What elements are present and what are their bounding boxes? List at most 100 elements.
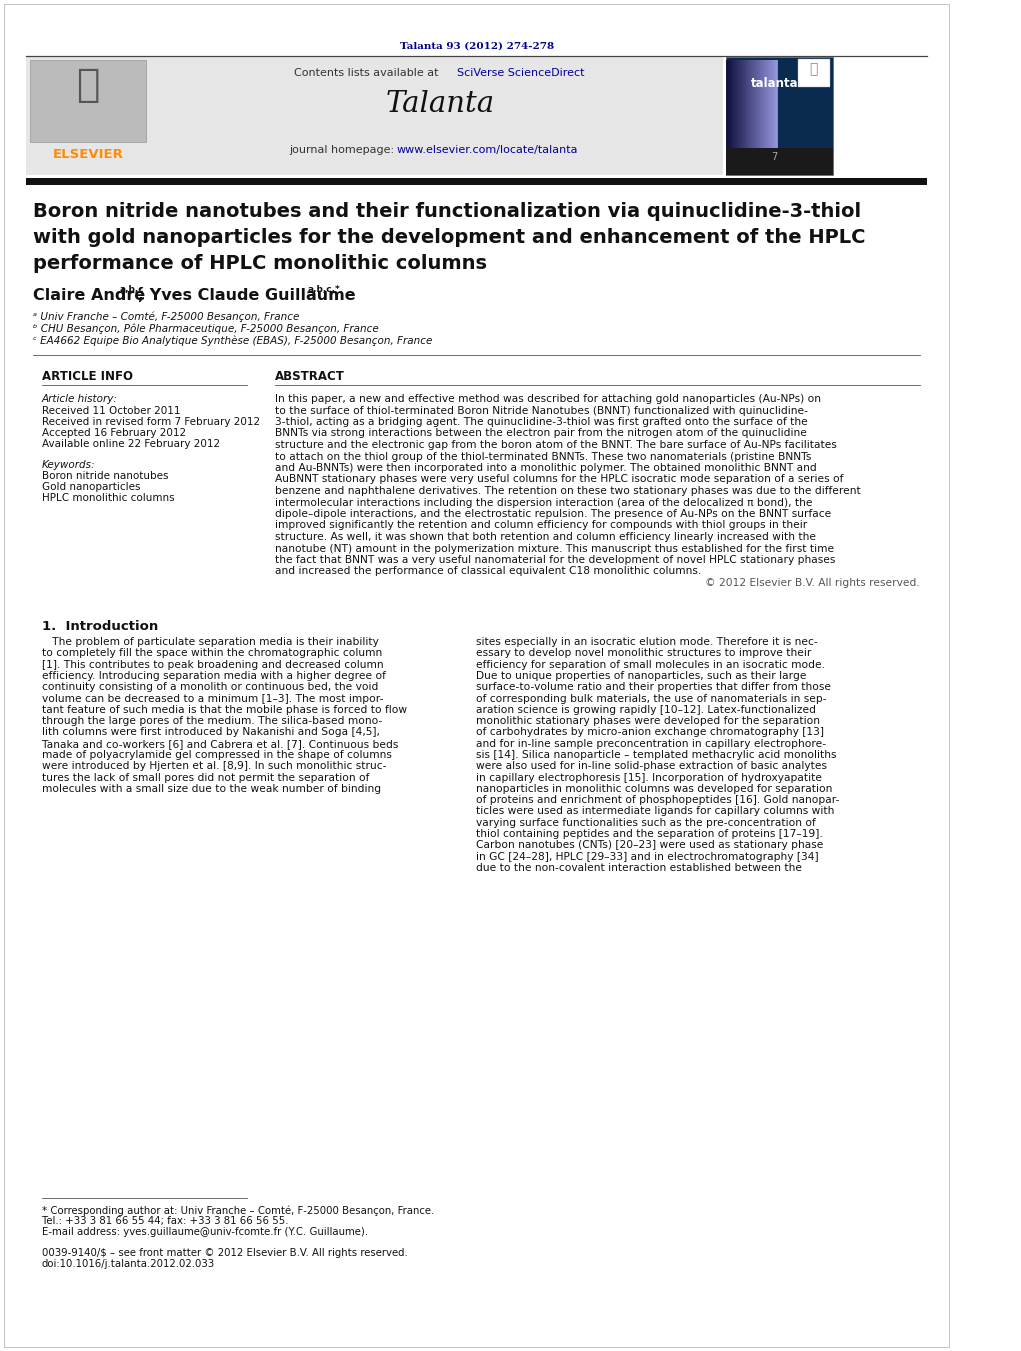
Text: SciVerse ScienceDirect: SciVerse ScienceDirect — [457, 68, 585, 78]
Text: Gold nanoparticles: Gold nanoparticles — [42, 482, 141, 492]
Bar — [27, 57, 149, 176]
Bar — [773, 59, 775, 149]
Bar — [764, 59, 765, 149]
Text: intermolecular interactions including the dispersion interaction (area of the de: intermolecular interactions including th… — [276, 497, 813, 508]
Bar — [729, 59, 731, 149]
Text: Due to unique properties of nanoparticles, such as their large: Due to unique properties of nanoparticle… — [476, 671, 807, 681]
Bar — [756, 59, 758, 149]
Text: were introduced by Hjerten et al. [8,9]. In such monolithic struc-: were introduced by Hjerten et al. [8,9].… — [42, 762, 387, 771]
Bar — [731, 59, 732, 149]
Text: www.elsevier.com/locate/talanta: www.elsevier.com/locate/talanta — [396, 145, 578, 155]
Bar — [766, 59, 768, 149]
Bar — [775, 59, 777, 149]
Bar — [742, 59, 743, 149]
Text: Accepted 16 February 2012: Accepted 16 February 2012 — [42, 428, 186, 438]
Text: Available online 22 February 2012: Available online 22 February 2012 — [42, 439, 221, 449]
Text: monolithic stationary phases were developed for the separation: monolithic stationary phases were develo… — [476, 716, 820, 725]
Bar — [750, 59, 752, 149]
Bar — [761, 59, 763, 149]
Bar — [738, 59, 740, 149]
Bar — [775, 59, 776, 149]
Bar — [760, 59, 762, 149]
Text: 📄: 📄 — [810, 62, 818, 76]
Text: Contents lists available at: Contents lists available at — [294, 68, 442, 78]
Text: journal homepage:: journal homepage: — [289, 145, 398, 155]
Text: aration science is growing rapidly [10–12]. Latex-functionalized: aration science is growing rapidly [10–1… — [476, 705, 816, 715]
Bar — [30, 59, 146, 142]
Text: of proteins and enrichment of phosphopeptides [16]. Gold nanopar-: of proteins and enrichment of phosphopep… — [476, 796, 839, 805]
Text: thiol containing peptides and the separation of proteins [17–19].: thiol containing peptides and the separa… — [476, 830, 823, 839]
Bar — [752, 59, 755, 149]
Text: structure. As well, it was shown that both retention and column efficiency linea: structure. As well, it was shown that bo… — [276, 532, 816, 542]
Text: with gold nanoparticles for the development and enhancement of the HPLC: with gold nanoparticles for the developm… — [33, 228, 865, 247]
Text: of corresponding bulk materials, the use of nanomaterials in sep-: of corresponding bulk materials, the use… — [476, 693, 826, 704]
Text: made of polyacrylamide gel compressed in the shape of columns: made of polyacrylamide gel compressed in… — [42, 750, 392, 761]
Bar — [27, 178, 926, 185]
Text: 7: 7 — [771, 153, 778, 162]
Text: molecules with a small size due to the weak number of binding: molecules with a small size due to the w… — [42, 784, 381, 794]
Text: and increased the performance of classical equivalent C18 monolithic columns.: and increased the performance of classic… — [276, 566, 701, 577]
Text: ᵃ Univ Franche – Comté, F-25000 Besançon, France: ᵃ Univ Franche – Comté, F-25000 Besançon… — [33, 312, 299, 323]
Text: doi:10.1016/j.talanta.2012.02.033: doi:10.1016/j.talanta.2012.02.033 — [42, 1259, 215, 1269]
Bar — [728, 59, 730, 149]
Text: 1.  Introduction: 1. Introduction — [42, 620, 158, 634]
Text: ELSEVIER: ELSEVIER — [52, 149, 124, 161]
Text: Tanaka and co-workers [6] and Cabrera et al. [7]. Continuous beds: Tanaka and co-workers [6] and Cabrera et… — [42, 739, 398, 748]
Text: ARTICLE INFO: ARTICLE INFO — [42, 370, 133, 382]
Bar — [771, 59, 773, 149]
Text: a,b,c,*: a,b,c,* — [308, 285, 341, 295]
Text: Keywords:: Keywords: — [42, 459, 96, 470]
Text: to completely fill the space within the chromatographic column: to completely fill the space within the … — [42, 648, 382, 658]
Text: * Corresponding author at: Univ Franche – Comté, F-25000 Besançon, France.: * Corresponding author at: Univ Franche … — [42, 1205, 434, 1216]
Text: due to the non-covalent interaction established between the: due to the non-covalent interaction esta… — [476, 863, 801, 873]
Bar — [776, 59, 778, 149]
Text: AuBNNT stationary phases were very useful columns for the HPLC isocratic mode se: AuBNNT stationary phases were very usefu… — [276, 474, 843, 485]
Text: © 2012 Elsevier B.V. All rights reserved.: © 2012 Elsevier B.V. All rights reserved… — [706, 578, 920, 588]
Text: [1]. This contributes to peak broadening and decreased column: [1]. This contributes to peak broadening… — [42, 659, 384, 670]
Bar — [739, 59, 741, 149]
Bar — [753, 59, 756, 149]
Text: continuity consisting of a monolith or continuous bed, the void: continuity consisting of a monolith or c… — [42, 682, 379, 692]
Text: benzene and naphthalene derivatives. The retention on these two stationary phase: benzene and naphthalene derivatives. The… — [276, 486, 861, 496]
Text: dipole–dipole interactions, and the electrostatic repulsion. The presence of Au-: dipole–dipole interactions, and the elec… — [276, 509, 831, 519]
Bar — [733, 59, 735, 149]
Bar — [765, 59, 767, 149]
Bar — [734, 59, 736, 149]
Text: to attach on the thiol group of the thiol-terminated BNNTs. These two nanomateri: to attach on the thiol group of the thio… — [276, 451, 812, 462]
Text: Received in revised form 7 February 2012: Received in revised form 7 February 2012 — [42, 417, 260, 427]
Text: The problem of particulate separation media is their inability: The problem of particulate separation me… — [42, 638, 379, 647]
Text: In this paper, a new and effective method was described for attaching gold nanop: In this paper, a new and effective metho… — [276, 394, 821, 404]
Bar — [744, 59, 746, 149]
Text: nanoparticles in monolithic columns was developed for separation: nanoparticles in monolithic columns was … — [476, 784, 832, 794]
Bar — [731, 59, 733, 149]
Text: sis [14]. Silica nanoparticle – templated methacrylic acid monoliths: sis [14]. Silica nanoparticle – template… — [476, 750, 836, 761]
Bar — [735, 59, 737, 149]
Text: to the surface of thiol-terminated Boron Nitride Nanotubes (BNNT) functionalized: to the surface of thiol-terminated Boron… — [276, 405, 809, 416]
Text: sites especially in an isocratic elution mode. Therefore it is nec-: sites especially in an isocratic elution… — [476, 638, 818, 647]
Bar — [748, 59, 750, 149]
Text: of carbohydrates by micro-anion exchange chromatography [13]: of carbohydrates by micro-anion exchange… — [476, 727, 824, 738]
Text: efficiency. Introducing separation media with a higher degree of: efficiency. Introducing separation media… — [42, 671, 386, 681]
Text: in capillary electrophoresis [15]. Incorporation of hydroxyapatite: in capillary electrophoresis [15]. Incor… — [476, 773, 822, 782]
Text: lith columns were first introduced by Nakanishi and Soga [4,5],: lith columns were first introduced by Na… — [42, 727, 380, 738]
Text: and for in-line sample preconcentration in capillary electrophore-: and for in-line sample preconcentration … — [476, 739, 826, 748]
Text: tant feature of such media is that the mobile phase is forced to flow: tant feature of such media is that the m… — [42, 705, 407, 715]
Text: structure and the electronic gap from the boron atom of the BNNT. The bare surfa: structure and the electronic gap from th… — [276, 440, 837, 450]
Bar — [758, 59, 760, 149]
Text: Carbon nanotubes (CNTs) [20–23] were used as stationary phase: Carbon nanotubes (CNTs) [20–23] were use… — [476, 840, 823, 850]
Text: ᶜ EA4662 Equipe Bio Analytique Synthèse (EBAS), F-25000 Besançon, France: ᶜ EA4662 Equipe Bio Analytique Synthèse … — [33, 336, 432, 346]
Bar — [742, 59, 744, 149]
Text: ABSTRACT: ABSTRACT — [276, 370, 345, 382]
Text: Boron nitride nanotubes: Boron nitride nanotubes — [42, 471, 168, 481]
Bar — [743, 59, 745, 149]
Text: ticles were used as intermediate ligands for capillary columns with: ticles were used as intermediate ligands… — [476, 807, 834, 816]
Bar — [772, 59, 774, 149]
Bar — [727, 59, 729, 149]
Bar — [759, 59, 761, 149]
Text: talanta: talanta — [750, 77, 798, 91]
Bar — [752, 59, 753, 149]
Bar — [749, 59, 751, 149]
Bar — [737, 59, 739, 149]
Text: performance of HPLC monolithic columns: performance of HPLC monolithic columns — [33, 254, 487, 273]
Bar — [767, 59, 769, 149]
